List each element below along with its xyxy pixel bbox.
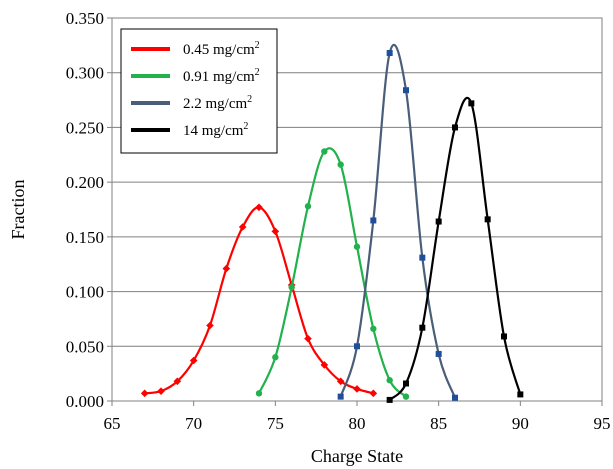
data-point [337,393,344,400]
data-point [386,377,393,384]
series-line [144,206,374,395]
y-tick-label: 0.150 [66,228,104,247]
data-point [452,124,458,131]
data-point [484,216,491,223]
data-point [402,393,410,400]
series-line [339,43,457,399]
data-point [435,350,442,357]
legend-label: 0.45 mg/cm2 [183,40,260,58]
legend-label: 14 mg/cm2 [183,121,248,139]
y-tick-label: 0.050 [66,337,104,356]
x-tick-label: 90 [512,414,529,433]
data-point [255,203,263,212]
data-point [386,396,393,403]
data-point [403,380,409,387]
series-3 [337,43,458,401]
data-point [173,377,182,386]
data-point [452,394,458,401]
data-point [353,243,361,250]
series-layer [140,43,524,403]
data-point [370,217,377,224]
data-point [222,264,231,273]
y-tick-label: 0.200 [66,173,104,192]
x-axis-label: Charge State [311,446,403,466]
legend-label: 2.2 mg/cm2 [183,94,252,112]
data-point [435,218,442,225]
data-point [419,254,426,261]
data-point [272,354,279,361]
data-point [337,161,344,168]
x-tick-label: 65 [104,414,121,433]
series-1 [140,203,378,398]
data-point [238,223,247,231]
x-tick-label: 95 [594,414,611,433]
legend-item: 14 mg/cm2 [131,121,248,139]
y-tick-label: 0.000 [66,392,104,411]
y-tick-label: 0.250 [66,118,104,137]
data-point [321,148,328,155]
data-point [336,377,345,386]
data-point [304,334,312,343]
data-point [271,227,280,236]
data-point [157,387,165,395]
data-point [255,390,263,397]
data-point [517,391,524,398]
series-line [388,96,522,401]
axes: 0.000 0.050 0.100 0.150 0.200 0.250 0.300 0.350… [66,9,611,433]
data-point [419,324,426,331]
data-point [353,385,361,393]
data-point [501,333,507,340]
y-tick-label: 0.300 [66,64,104,83]
data-point [320,361,329,369]
data-point [140,389,149,398]
data-point [369,389,378,398]
series-line [257,147,407,398]
y-tick-label: 0.100 [66,283,104,302]
data-point [288,283,295,291]
data-point [386,50,393,57]
data-point [304,203,312,210]
legend-item: 2.2 mg/cm2 [131,94,252,112]
series-2 [255,147,410,400]
y-tick-label: 0.350 [66,9,104,28]
x-tick-label: 75 [267,414,284,433]
data-point [206,321,214,330]
data-point [468,100,475,107]
x-tick-label: 70 [185,414,202,433]
data-point [403,87,409,94]
data-point [354,343,360,350]
legend-item: 0.91 mg/cm2 [131,67,260,85]
legend-label: 0.91 mg/cm2 [183,67,260,85]
x-tick-label: 85 [430,414,447,433]
legend: 0.45 mg/cm2 0.91 mg/cm2 2.2 mg/cm2 14 mg/cm… [120,28,278,154]
data-point [370,325,377,332]
legend-item: 0.45 mg/cm2 [131,40,260,58]
series-4 [386,96,524,403]
x-tick-label: 80 [349,414,366,433]
y-axis-label: Fraction [8,180,28,240]
data-point [189,356,198,365]
